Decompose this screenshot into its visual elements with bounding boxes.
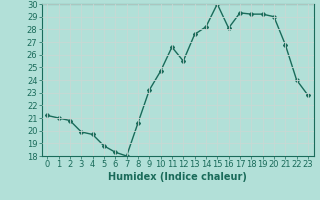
X-axis label: Humidex (Indice chaleur): Humidex (Indice chaleur) xyxy=(108,172,247,182)
